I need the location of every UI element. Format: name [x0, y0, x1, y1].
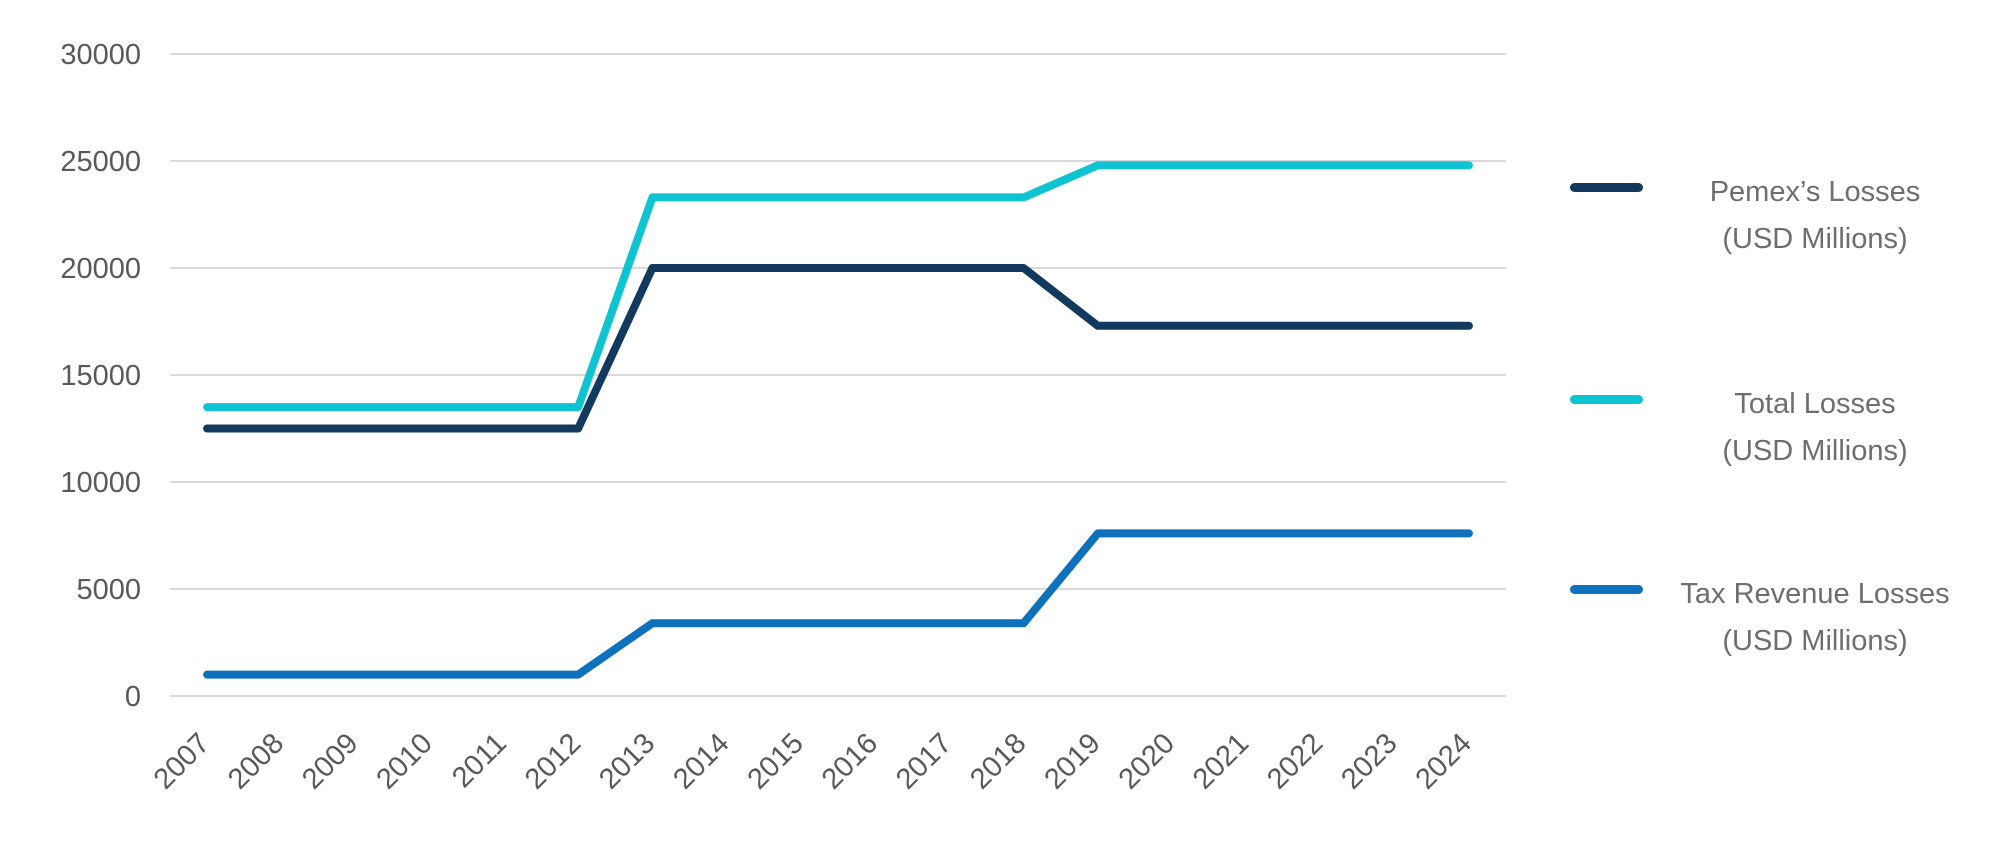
x-axis-tick-label: 2023 [1335, 727, 1403, 795]
x-axis-tick-label: 2019 [1038, 727, 1106, 795]
y-axis-tick-label: 0 [125, 681, 141, 713]
x-axis-tick-label: 2009 [296, 727, 364, 795]
legend-label-line2: (USD Millions) [1722, 435, 1908, 467]
x-axis-tick-label: 2013 [593, 727, 661, 795]
x-axis-tick-label: 2007 [148, 727, 216, 795]
y-axis-tick-label: 25000 [60, 146, 141, 178]
series-line-2 [203, 529, 1473, 679]
legend-swatch-pemex-losses [1570, 183, 1643, 192]
legend-swatch-total-losses [1570, 395, 1643, 404]
legend-label-line2: (USD Millions) [1722, 223, 1908, 255]
legend-item-pemex-losses[interactable]: Pemex’s Losses (USD Millions) [1570, 169, 1975, 263]
legend-swatch-tax-revenue-losses [1570, 585, 1643, 594]
legend-label-pemex-losses: Pemex’s Losses (USD Millions) [1655, 169, 1975, 263]
x-axis-tick-label: 2016 [816, 727, 884, 795]
legend-label-line1: Pemex’s Losses [1709, 176, 1921, 208]
legend-label-line1: Tax Revenue Losses [1680, 578, 1950, 610]
x-axis-tick-label: 2024 [1410, 727, 1478, 795]
x-axis-tick-label: 2012 [519, 727, 587, 795]
legend-label-total-losses: Total Losses (USD Millions) [1655, 381, 1975, 475]
x-axis-tick-label: 2015 [742, 727, 810, 795]
x-axis-tick-label: 2010 [370, 727, 438, 795]
x-axis-tick-label: 2008 [222, 727, 290, 795]
y-axis-tick-label: 30000 [60, 39, 141, 71]
x-axis-tick-label: 2018 [964, 727, 1032, 795]
legend-label-tax-revenue-losses: Tax Revenue Losses (USD Millions) [1655, 571, 1975, 665]
y-axis-tick-label: 20000 [60, 253, 141, 285]
series-line-1 [203, 161, 1473, 412]
x-axis-tick-label: 2014 [667, 727, 735, 795]
y-axis-tick-label: 10000 [60, 467, 141, 499]
legend-label-line1: Total Losses [1734, 388, 1896, 420]
x-axis-tick-label: 2011 [446, 727, 513, 794]
series-line-0 [203, 264, 1473, 433]
y-axis-tick-label: 15000 [60, 360, 141, 392]
x-axis-tick-label: 2017 [890, 727, 958, 795]
y-axis-tick-label: 5000 [76, 574, 141, 606]
x-axis-tick-label: 2022 [1261, 727, 1329, 795]
x-axis-tick-label: 2020 [1113, 727, 1181, 795]
legend-item-tax-revenue-losses[interactable]: Tax Revenue Losses (USD Millions) [1570, 571, 1975, 665]
legend-item-total-losses[interactable]: Total Losses (USD Millions) [1570, 381, 1975, 475]
x-axis-tick-label: 2021 [1187, 727, 1255, 795]
legend-label-line2: (USD Millions) [1722, 625, 1908, 657]
